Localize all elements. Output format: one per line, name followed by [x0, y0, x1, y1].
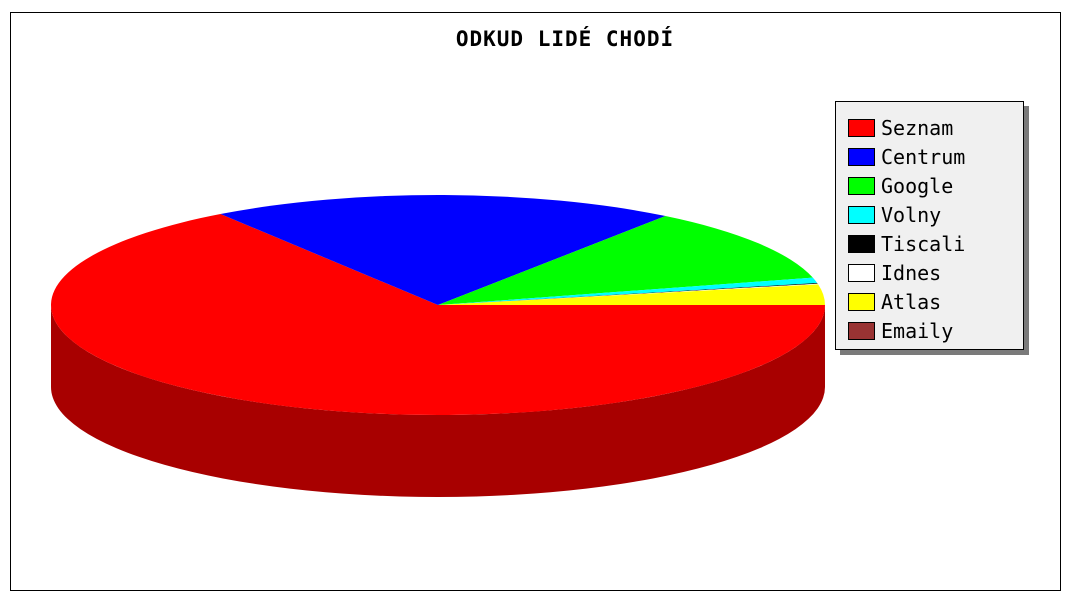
- legend-swatch: [848, 176, 875, 195]
- legend-item-atlas: Atlas: [836, 287, 1023, 316]
- legend-label: Centrum: [881, 144, 966, 169]
- pie-side-seznam: [51, 305, 825, 497]
- legend-item-idnes: Idnes: [836, 258, 1023, 287]
- legend-item-tiscali: Tiscali: [836, 229, 1023, 258]
- legend: Seznam Centrum Google Volny Tiscali Idnes Atla…: [835, 101, 1024, 350]
- legend-label: Volny: [881, 202, 942, 227]
- legend-label: Emaily: [881, 318, 954, 343]
- chart-title: ODKUD LIDÉ CHODÍ: [455, 27, 675, 51]
- legend-swatch: [848, 263, 875, 282]
- legend-swatch: [848, 147, 875, 166]
- legend-swatch: [848, 292, 875, 311]
- pie-slice-google: [438, 216, 813, 305]
- legend-swatch: [848, 234, 875, 253]
- legend-swatch: [848, 118, 875, 137]
- legend-item-seznam: Seznam: [836, 113, 1023, 142]
- pie-slice-tiscali: [438, 283, 818, 305]
- legend-label: Idnes: [881, 260, 942, 285]
- legend-label: Tiscali: [881, 231, 966, 256]
- pie-slice-atlas: [438, 284, 825, 305]
- legend-item-volny: Volny: [836, 200, 1023, 229]
- pie-group: [51, 195, 826, 497]
- legend-label: Atlas: [881, 289, 942, 314]
- legend-item-google: Google: [836, 171, 1023, 200]
- legend-label: Google: [881, 173, 954, 198]
- pie-slice-idnes: [438, 283, 819, 305]
- legend-swatch: [848, 321, 875, 340]
- legend-item-centrum: Centrum: [836, 142, 1023, 171]
- legend-item-emaily: Emaily: [836, 316, 1023, 345]
- legend-swatch: [848, 205, 875, 224]
- pie-slice-volny: [438, 277, 818, 305]
- pie-slice-centrum: [220, 195, 666, 305]
- pie-slice-seznam: [51, 214, 826, 415]
- legend-label: Seznam: [881, 115, 954, 140]
